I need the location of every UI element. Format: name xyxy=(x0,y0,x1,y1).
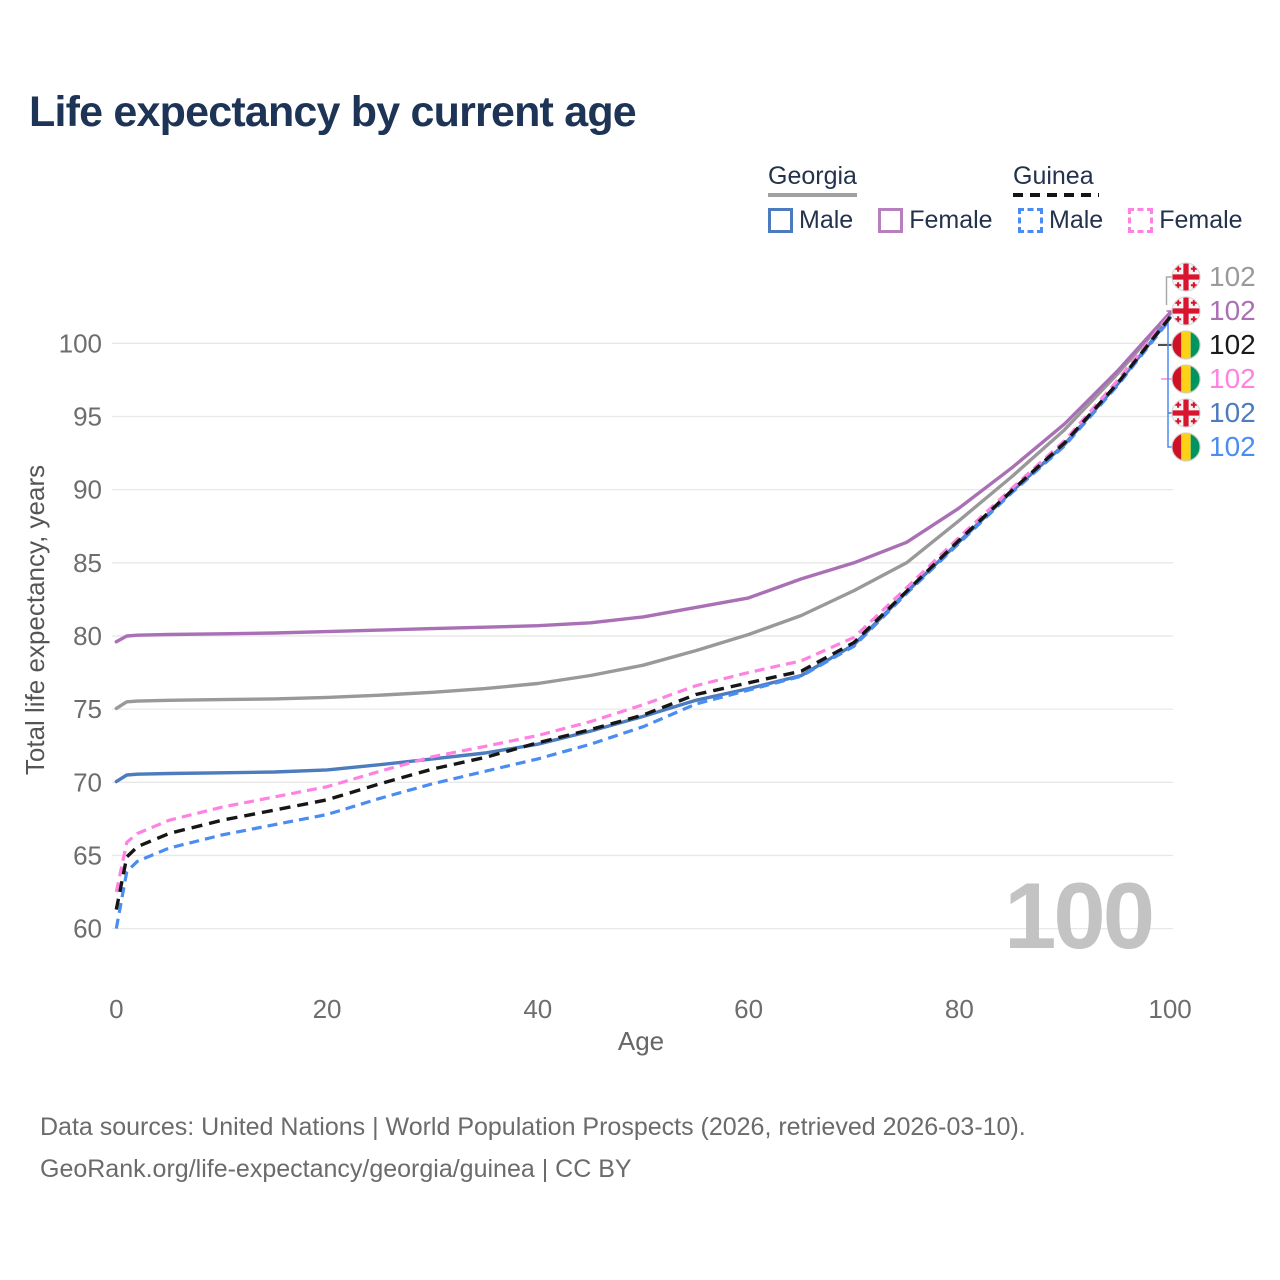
page-title: Life expectancy by current age xyxy=(29,88,637,136)
leader-line xyxy=(1165,276,1172,305)
end-label-row: 102 xyxy=(1171,396,1256,430)
end-label-value: 102 xyxy=(1209,261,1256,292)
legend-item-label: Female xyxy=(909,206,993,234)
series-line-guinea-male[interactable] xyxy=(114,318,1172,929)
legend-header-georgia[interactable]: Georgia xyxy=(768,162,857,190)
legend-item-label: Male xyxy=(1049,206,1104,234)
flag-icon xyxy=(1171,330,1201,360)
legend-row-georgia: Male Female xyxy=(768,206,993,235)
flag-icon xyxy=(1171,296,1201,326)
age-watermark: 100 xyxy=(1004,863,1152,968)
x-tick-label: 100 xyxy=(1148,994,1191,1024)
end-label-value: 102 xyxy=(1209,363,1256,394)
x-axis-title: Age xyxy=(618,1026,664,1056)
y-tick-label: 75 xyxy=(73,694,102,724)
georgia-female-swatch-icon xyxy=(878,208,904,233)
legend-item-guinea-male[interactable]: Male xyxy=(1018,206,1103,235)
series-line-georgia-male[interactable] xyxy=(114,316,1172,784)
legend-group-georgia: Georgia xyxy=(768,162,857,197)
end-label-row: 102 xyxy=(1171,294,1256,328)
y-tick-label: 80 xyxy=(73,621,102,651)
end-label-value: 102 xyxy=(1209,329,1256,360)
legend-item-label: Female xyxy=(1159,206,1243,234)
series-line-georgia-total[interactable] xyxy=(114,312,1172,711)
x-tick-label: 20 xyxy=(313,994,342,1024)
y-tick-label: 100 xyxy=(59,328,102,358)
flag-icon xyxy=(1171,398,1201,428)
end-label-value: 102 xyxy=(1209,397,1256,428)
y-tick-label: 85 xyxy=(73,548,102,578)
x-tick-label: 0 xyxy=(109,994,123,1024)
guinea-male-swatch-icon xyxy=(1018,208,1043,233)
flag-icon xyxy=(1171,262,1201,292)
data-sources-line: Data sources: United Nations | World Pop… xyxy=(40,1113,1026,1141)
x-tick-label: 60 xyxy=(734,994,763,1024)
leader-line xyxy=(1167,319,1172,448)
y-tick-label: 90 xyxy=(73,475,102,505)
y-tick-label: 60 xyxy=(73,914,102,944)
end-label-row: 102 xyxy=(1171,430,1256,464)
legend-header-guinea[interactable]: Guinea xyxy=(1013,162,1094,190)
georgia-male-swatch-icon xyxy=(768,208,793,233)
series-line-georgia-female[interactable] xyxy=(114,310,1172,644)
y-tick-label: 95 xyxy=(73,401,102,431)
series-line-guinea-female[interactable] xyxy=(114,313,1172,893)
series-line-guinea-total[interactable] xyxy=(114,315,1172,910)
x-tick-label: 80 xyxy=(945,994,974,1024)
legend-item-label: Male xyxy=(799,206,854,234)
end-label-row: 102 xyxy=(1171,362,1256,396)
flag-icon xyxy=(1171,364,1201,394)
attribution-line: GeoRank.org/life-expectancy/georgia/guin… xyxy=(40,1155,632,1183)
x-tick-label: 40 xyxy=(523,994,552,1024)
legend-underline-guinea xyxy=(1013,193,1099,197)
end-label-value: 102 xyxy=(1209,295,1256,326)
y-axis-title: Total life expectancy, years xyxy=(20,465,50,775)
y-tick-label: 65 xyxy=(73,840,102,870)
footer: Data sources: United Nations | World Pop… xyxy=(40,1106,1026,1190)
legend-underline-georgia xyxy=(768,193,857,197)
flag-icon xyxy=(1171,432,1201,462)
legend-item-guinea-female[interactable]: Female xyxy=(1128,206,1243,235)
legend-group-guinea: Guinea xyxy=(1013,162,1099,197)
guinea-female-swatch-icon xyxy=(1128,208,1154,233)
end-label-row: 102 xyxy=(1171,260,1256,294)
end-label-row: 102 xyxy=(1171,328,1256,362)
legend-item-georgia-female[interactable]: Female xyxy=(878,206,993,235)
y-tick-label: 70 xyxy=(73,767,102,797)
legend-item-georgia-male[interactable]: Male xyxy=(768,206,853,235)
legend-row-guinea: Male Female xyxy=(1018,206,1243,235)
end-label-value: 102 xyxy=(1209,431,1256,462)
